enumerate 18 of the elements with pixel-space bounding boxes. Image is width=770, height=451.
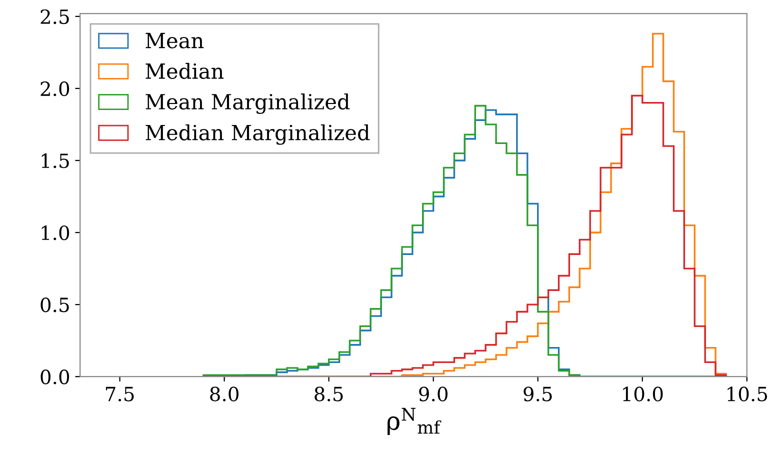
y-tick-label: 2.5 (40, 9, 69, 24)
legend-label: Mean (146, 32, 204, 48)
y-tick-label: 2.0 (40, 81, 70, 96)
x-tick-label: 9.0 (419, 386, 448, 402)
legend-label: Median Marginalized (146, 124, 370, 145)
y-tick-label: 1.0 (42, 225, 70, 240)
legend-label: Median (146, 62, 224, 79)
x-tick-label: 10.0 (623, 386, 663, 402)
x-tick-label: 10.5 (728, 386, 768, 402)
x-tick-label: 7.5 (106, 386, 134, 402)
x-tick-label: 8.5 (314, 386, 343, 402)
x-tick-label: 9.5 (524, 386, 552, 402)
legend-label: Mean Marginalized (146, 93, 350, 114)
y-tick-label: 0.0 (40, 370, 70, 384)
y-tick-label: 1.5 (42, 153, 69, 168)
x-tick-label: 8.0 (210, 386, 238, 402)
y-tick-label: 0.5 (40, 298, 69, 312)
x-axis-title: ρ$^{N}$$_{mf}$ (388, 408, 442, 435)
